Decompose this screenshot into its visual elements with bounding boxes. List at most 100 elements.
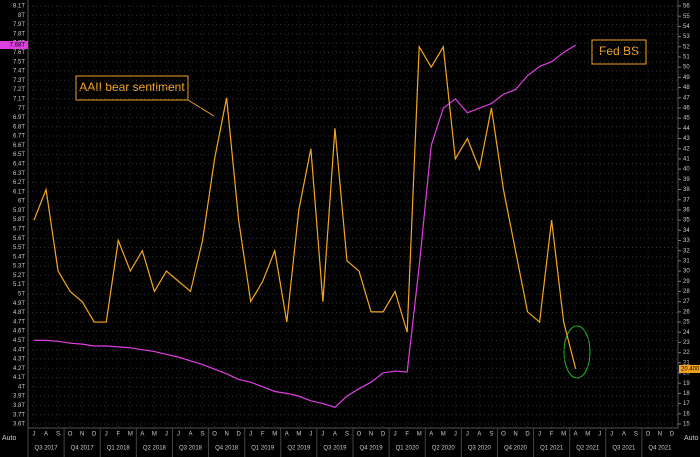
x-tick-label: M — [441, 432, 446, 438]
x-tick-label: O — [212, 432, 217, 438]
quarter-label: Q3 2020 — [468, 446, 492, 452]
x-tick-label: F — [550, 432, 554, 438]
x-tick-label: N — [513, 432, 517, 438]
x-tick-label: J — [538, 432, 541, 438]
x-tick-label: F — [405, 432, 409, 438]
quarter-label: Q4 2019 — [360, 446, 384, 452]
quarter-label: Q2 2020 — [432, 446, 456, 452]
quarter-label: Q1 2021 — [540, 446, 564, 452]
x-tick-label: J — [309, 432, 312, 438]
y2-tick-label: 51 — [683, 55, 690, 61]
y2-tick-label: 20 — [683, 371, 690, 377]
x-tick-label: D — [525, 432, 530, 438]
y2-tick-label: 53 — [683, 34, 690, 40]
x-tick-label: M — [561, 432, 566, 438]
x-tick-label: J — [249, 432, 252, 438]
x-tick-label: J — [466, 432, 469, 438]
quarter-label: Q4 2017 — [71, 446, 95, 452]
y2-tick-label: 15 — [683, 422, 690, 428]
x-tick-label: S — [634, 432, 638, 438]
y-tick-label: 5.9T — [13, 208, 25, 214]
quarter-label: Q2 2021 — [576, 446, 600, 452]
quarter-label: Q3 2017 — [35, 446, 59, 452]
x-tick-label: J — [454, 432, 457, 438]
y-tick-label: 5.2T — [13, 273, 25, 279]
x-tick-label: D — [92, 432, 97, 438]
last-value-label: 20.400 — [681, 367, 700, 373]
y-tick-label: 3.8T — [13, 403, 25, 409]
y-tick-label: 4.1T — [13, 375, 25, 381]
y-tick-label: 4.7T — [13, 319, 25, 325]
y2-tick-label: 34 — [683, 228, 690, 234]
y2-tick-label: 27 — [683, 299, 690, 305]
y-tick-label: 6.1T — [13, 189, 25, 195]
corner-label: Auto — [684, 435, 699, 442]
x-tick-label: A — [44, 432, 48, 438]
x-tick-label: O — [68, 432, 73, 438]
quarter-label: Q4 2021 — [648, 446, 672, 452]
x-tick-label: A — [285, 432, 289, 438]
x-tick-label: F — [261, 432, 265, 438]
y2-tick-label: 44 — [683, 126, 690, 132]
y2-tick-label: 36 — [683, 207, 690, 213]
quarter-label: Q3 2018 — [179, 446, 203, 452]
y-tick-label: 6.4T — [13, 161, 25, 167]
x-tick-label: J — [610, 432, 613, 438]
x-tick-label: J — [394, 432, 397, 438]
x-tick-label: A — [429, 432, 433, 438]
y-tick-label: 6.7T — [13, 134, 25, 140]
x-tick-label: S — [201, 432, 205, 438]
y2-tick-label: 40 — [683, 167, 690, 173]
y-tick-label: 5.3T — [13, 264, 25, 270]
annotation: Fed BS — [599, 44, 639, 58]
x-tick-label: A — [477, 432, 481, 438]
x-tick-label: N — [80, 432, 84, 438]
y-tick-label: 5.4T — [13, 254, 25, 260]
y-tick-label: 5.5T — [13, 245, 25, 251]
last-value-tag — [0, 41, 28, 50]
y2-tick-label: 37 — [683, 197, 690, 203]
y2-tick-label: 29 — [683, 279, 690, 285]
last-value-tag — [679, 364, 700, 373]
y-tick-label: 7.1T — [13, 96, 25, 102]
y2-tick-label: 16 — [683, 411, 690, 417]
x-tick-label: O — [501, 432, 506, 438]
x-tick-label: A — [140, 432, 144, 438]
quarter-label: Q1 2019 — [251, 446, 275, 452]
y-tick-label: 7T — [18, 106, 25, 112]
y2-tick-label: 55 — [683, 14, 690, 20]
y-tick-label: 6.5T — [13, 152, 25, 158]
x-tick-label: N — [658, 432, 662, 438]
x-tick-label: M — [417, 432, 422, 438]
x-tick-label: J — [33, 432, 36, 438]
x-tick-label: A — [188, 432, 192, 438]
y2-tick-label: 46 — [683, 106, 690, 112]
y-tick-label: 7.2T — [13, 87, 25, 93]
line-series — [33, 44, 577, 370]
y-tick-label: 4.3T — [13, 357, 25, 363]
y2-tick-label: 41 — [683, 157, 690, 163]
x-tick-label: D — [381, 432, 386, 438]
y-tick-label: 4.6T — [13, 329, 25, 335]
x-tick-label: D — [670, 432, 675, 438]
quarter-label: Q4 2018 — [215, 446, 239, 452]
y-tick-label: 6.3T — [13, 171, 25, 177]
y-tick-label: 8T — [18, 13, 25, 19]
x-tick-label: N — [369, 432, 373, 438]
y2-tick-label: 42 — [683, 146, 690, 152]
x-tick-label: A — [333, 432, 337, 438]
x-tick-label: M — [152, 432, 157, 438]
y-tick-label: 7.6T — [13, 50, 25, 56]
y2-tick-label: 48 — [683, 85, 690, 91]
y-tick-label: 4.9T — [13, 301, 25, 307]
x-tick-label: S — [345, 432, 349, 438]
y2-tick-label: 24 — [683, 330, 690, 336]
x-tick-label: A — [574, 432, 578, 438]
x-tick-label: M — [272, 432, 277, 438]
y2-tick-label: 30 — [683, 269, 690, 275]
x-tick-label: A — [622, 432, 626, 438]
y2-tick-label: 45 — [683, 116, 690, 122]
y2-tick-label: 25 — [683, 320, 690, 326]
y2-tick-label: 38 — [683, 187, 690, 193]
y2-tick-label: 32 — [683, 248, 690, 254]
